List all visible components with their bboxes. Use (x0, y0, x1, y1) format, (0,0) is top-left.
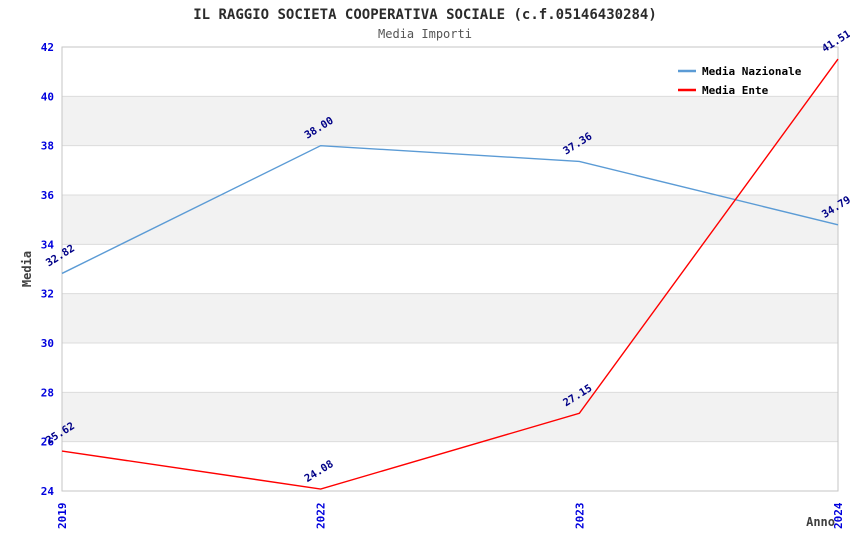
legend: Media Nazionale Media Ente (678, 65, 802, 97)
series-line-media-nazionale (61, 144, 839, 275)
y-tick-label: 38 (41, 140, 54, 153)
x-tick-label: 2019 (56, 503, 69, 530)
y-tick-label: 32 (41, 288, 54, 301)
y-grid-band (62, 441, 838, 491)
y-tick-label: 40 (41, 90, 54, 103)
chart-subtitle: Media Importi (378, 27, 472, 41)
y-tick-label: 36 (41, 189, 55, 202)
y-tick-label: 24 (41, 485, 55, 498)
y-axis-title: Media (20, 251, 34, 287)
y-grid-band (62, 96, 838, 146)
y-tick-label: 30 (41, 337, 54, 350)
legend-label-media-ente: Media Ente (702, 84, 769, 97)
y-grid-band (62, 343, 838, 393)
y-tick-label: 26 (41, 436, 55, 449)
y-tick-label: 28 (41, 386, 54, 399)
plot-border (61, 46, 839, 492)
y-tick-label: 34 (41, 238, 55, 251)
x-tick-label: 2022 (315, 503, 328, 530)
y-grid-band (62, 392, 838, 442)
x-tick-label: 2024 (832, 502, 845, 529)
y-grid-band (62, 293, 838, 343)
chart-title: IL RAGGIO SOCIETA COOPERATIVA SOCIALE (c… (193, 7, 657, 23)
x-axis-title: Anno (806, 515, 835, 529)
y-grid-band (62, 244, 838, 294)
y-tick-label: 42 (41, 41, 54, 54)
x-tick-label: 2023 (573, 503, 586, 530)
legend-label-media-nazionale: Media Nazionale (702, 65, 802, 78)
y-grid-band (62, 47, 838, 97)
series-line-media-ente (61, 58, 839, 490)
